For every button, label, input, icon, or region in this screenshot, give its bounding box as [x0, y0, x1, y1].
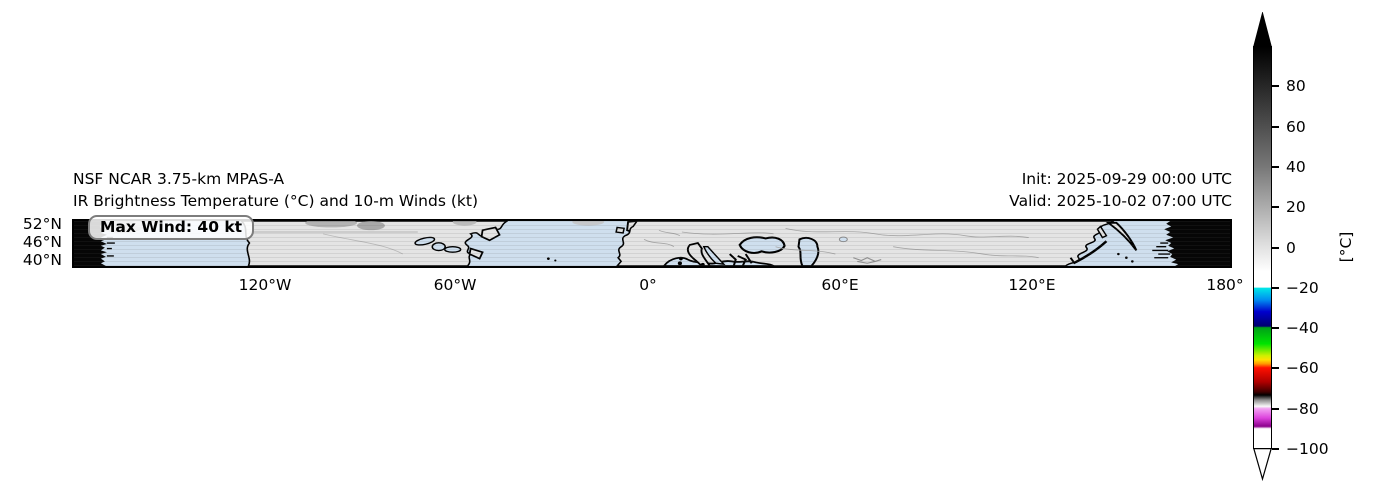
- map-graphic: [74, 221, 1230, 266]
- colorbar-tickmark: [1272, 448, 1279, 450]
- dense-barb-block-right: [1164, 221, 1230, 266]
- azores-island: [554, 259, 557, 262]
- greece-aegean-coast: [729, 253, 753, 266]
- ytick-46n: 46°N: [22, 233, 62, 251]
- ireland: [615, 226, 625, 234]
- colorbar-tick-label: 80: [1286, 77, 1306, 96]
- adriatic-sea: [702, 246, 726, 266]
- colorbar-tickmark: [1272, 286, 1279, 289]
- colorbar-tickmark: [1272, 407, 1279, 410]
- newfoundland: [480, 226, 501, 242]
- azores-island: [546, 257, 550, 260]
- figure-titles: NSF NCAR 3.75-km MPAS-A IR Brightness Te…: [73, 168, 478, 212]
- colorbar-tick-label: −40: [1286, 319, 1319, 338]
- colorbar-tickmark: [1272, 125, 1279, 128]
- colorbar-gradient: [1253, 46, 1272, 449]
- colorbar-tickmark: [1272, 206, 1279, 209]
- japan-arc: [1072, 240, 1108, 265]
- colorbar-tick-label: 60: [1286, 117, 1306, 136]
- italy: [686, 242, 711, 266]
- run-timestamps: Init: 2025-09-29 00:00 UTC Valid: 2025-1…: [1009, 168, 1232, 212]
- corsica: [679, 256, 683, 261]
- kuril-island: [1131, 260, 1134, 263]
- aral-sea: [838, 236, 848, 243]
- colorbar-tick-label: 40: [1286, 157, 1306, 176]
- kuril-island: [1117, 252, 1120, 256]
- kuril-island: [1125, 256, 1128, 259]
- colorbar-tick-label: −60: [1286, 359, 1319, 378]
- xtick-0: 0°: [639, 276, 657, 294]
- colorbar-tickmark: [1272, 165, 1279, 168]
- colorbar-tickmark: [1272, 85, 1279, 88]
- great-lakes: [414, 236, 462, 253]
- colorbar-tick-label: 20: [1286, 198, 1306, 217]
- max-wind-badge: Max Wind: 40 kt: [88, 215, 255, 240]
- terrain-clutter: [853, 257, 882, 264]
- colorbar-bottom-arrow: [1253, 448, 1272, 481]
- field-title: IR Brightness Temperature (°C) and 10-m …: [73, 192, 478, 210]
- sakhalin: [1096, 225, 1108, 239]
- ytick-40n: 40°N: [22, 251, 62, 269]
- init-time: Init: 2025-09-29 00:00 UTC: [1021, 170, 1232, 188]
- korea-coast: [1069, 257, 1076, 264]
- ytick-52n: 52°N: [22, 215, 62, 233]
- sardinia: [677, 261, 682, 266]
- xtick-120e: 120°E: [1008, 276, 1056, 294]
- colorbar-tickmark: [1272, 327, 1279, 330]
- sicily: [700, 262, 705, 266]
- colorbar-tick-label: 0: [1286, 238, 1296, 257]
- valid-time: Valid: 2025-10-02 07:00 UTC: [1009, 192, 1232, 210]
- country-borders: [643, 227, 1039, 259]
- model-title: NSF NCAR 3.75-km MPAS-A: [73, 170, 285, 188]
- colorbar-tickmark: [1272, 367, 1279, 370]
- colorbar-unit-label: [°C]: [1337, 231, 1355, 263]
- colorbar-top-arrow: [1253, 12, 1272, 47]
- xtick-60w: 60°W: [433, 276, 477, 294]
- xtick-180: 180°: [1206, 276, 1244, 294]
- nova-scotia: [468, 247, 484, 260]
- barb-streaks-right: [1152, 242, 1171, 259]
- caspian-sea: [797, 237, 820, 266]
- colorbar-tick-label: −100: [1286, 440, 1329, 458]
- colorbar-tick-label: −80: [1286, 399, 1319, 418]
- colorbar-tick-label: −20: [1286, 278, 1319, 297]
- xtick-60e: 60°E: [821, 276, 859, 294]
- xtick-120w: 120°W: [238, 276, 292, 294]
- interior-border: [323, 233, 404, 255]
- colorbar-tickmark: [1272, 246, 1279, 249]
- black-sea: [738, 236, 786, 254]
- kamchatka: [1105, 221, 1138, 251]
